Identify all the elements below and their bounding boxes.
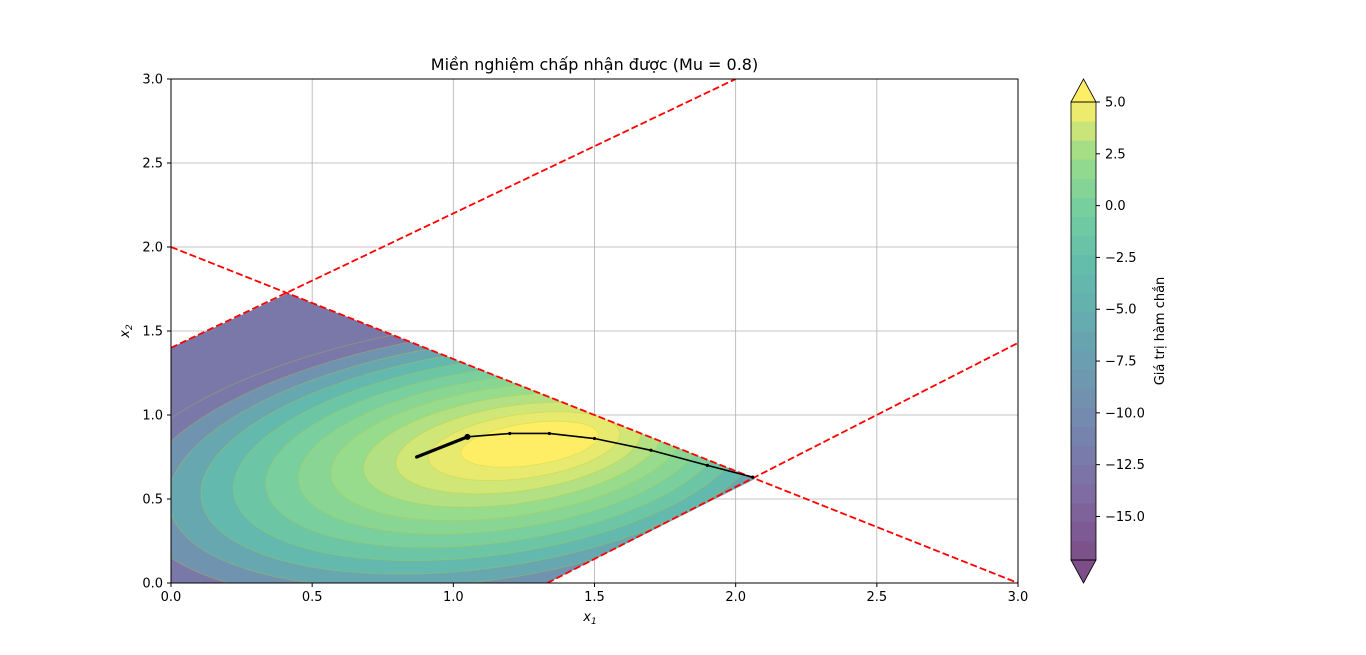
colorbar-tick-label: −15.0 — [1105, 510, 1145, 525]
y-tick-label: 2.5 — [142, 157, 163, 172]
colorbar-frame — [1070, 101, 1097, 561]
trajectory-point — [705, 463, 710, 467]
colorbar-band — [1071, 311, 1096, 332]
y-tick-label: 1.0 — [142, 409, 163, 424]
trajectory-line — [416, 432, 753, 478]
x-tick-label: 1.0 — [443, 590, 464, 605]
colorbar-tick-label: −2.5 — [1105, 251, 1137, 266]
trajectory — [415, 431, 755, 479]
colorbar-band — [1071, 464, 1096, 485]
colorbar-band — [1071, 292, 1096, 313]
trajectory-point — [464, 433, 471, 440]
y-axis-ticks: 0.0 0.5 1.0 1.5 2.0 2.5 3.0 — [142, 73, 171, 592]
y-tick-label: 3.0 — [142, 73, 163, 88]
y-tick-label: 0.5 — [142, 493, 163, 508]
colorbar-band — [1071, 216, 1096, 237]
x-tick-label: 2.5 — [866, 590, 887, 605]
colorbar-band — [1071, 426, 1096, 446]
x-axis-label: x1 — [582, 610, 596, 627]
y-axis-label: x2 — [118, 324, 135, 339]
constraint-line — [546, 342, 1018, 583]
colorbar-tick-label: 2.5 — [1105, 147, 1126, 162]
colorbar-band — [1071, 121, 1096, 141]
colorbar-band — [1071, 159, 1096, 179]
constraint-lines — [171, 79, 1018, 583]
x-tick-label: 0.5 — [302, 590, 323, 605]
colorbar-band — [1071, 254, 1096, 275]
x-axis-ticks: 0.0 0.5 1.0 1.5 2.0 2.5 3.0 — [161, 583, 1029, 605]
colorbar-band — [1071, 331, 1096, 351]
trajectory-first-step — [416, 435, 469, 459]
constraint-line — [171, 246, 1018, 583]
colorbar-band — [1071, 102, 1096, 122]
x-tick-label: 2.0 — [725, 590, 746, 605]
x-tick-label: 3.0 — [1008, 590, 1029, 605]
colorbar-band — [1071, 407, 1096, 427]
colorbar-band — [1071, 140, 1096, 160]
chart-title: Miền nghiệm chấp nhận được (Mu = 0.8) — [431, 55, 758, 74]
trajectory-point — [592, 436, 597, 441]
colorbar-band — [1071, 388, 1096, 408]
x-tick-label: 0.0 — [161, 590, 182, 605]
colorbar-tick-label: −10.0 — [1105, 406, 1145, 421]
contour-band — [460, 420, 600, 468]
constraint-line — [171, 79, 737, 349]
colorbar-band — [1071, 540, 1096, 561]
trajectory-point — [547, 431, 551, 436]
y-tick-label: 1.5 — [142, 325, 163, 340]
colorbar-tick-label: −12.5 — [1105, 458, 1145, 473]
colorbar-tick-label: −7.5 — [1105, 355, 1137, 370]
colorbar-band — [1071, 235, 1096, 256]
colorbar-band — [1071, 483, 1096, 504]
colorbar: 5.0 2.5 0.0 −2.5 −5.0 −7.5 −10.0 −12.5 −15.0 — [1070, 78, 1145, 584]
colorbar-band — [1071, 197, 1096, 217]
colorbar-band — [1071, 445, 1096, 466]
colorbar-band — [1071, 502, 1096, 523]
colorbar-tick-label: −5.0 — [1105, 303, 1137, 318]
colorbar-band — [1071, 273, 1096, 294]
trajectory-point — [751, 475, 755, 479]
y-tick-label: 0.0 — [142, 577, 163, 592]
colorbar-band — [1071, 369, 1096, 389]
colorbar-band — [1071, 350, 1096, 370]
colorbar-tick-label: 5.0 — [1105, 96, 1126, 111]
colorbar-tick-label: 0.0 — [1105, 199, 1126, 214]
colorbar-extend-min — [1070, 559, 1097, 584]
y-tick-label: 2.0 — [142, 241, 163, 256]
trajectory-point — [508, 431, 512, 436]
colorbar-band — [1071, 521, 1096, 542]
x-tick-label: 1.5 — [584, 590, 605, 605]
trajectory-point — [649, 448, 653, 452]
colorbar-label: Giá trị hàm chắn — [1153, 277, 1168, 386]
trajectory-point — [415, 455, 419, 459]
colorbar-band — [1071, 178, 1096, 198]
colorbar-extend-max — [1070, 78, 1097, 103]
